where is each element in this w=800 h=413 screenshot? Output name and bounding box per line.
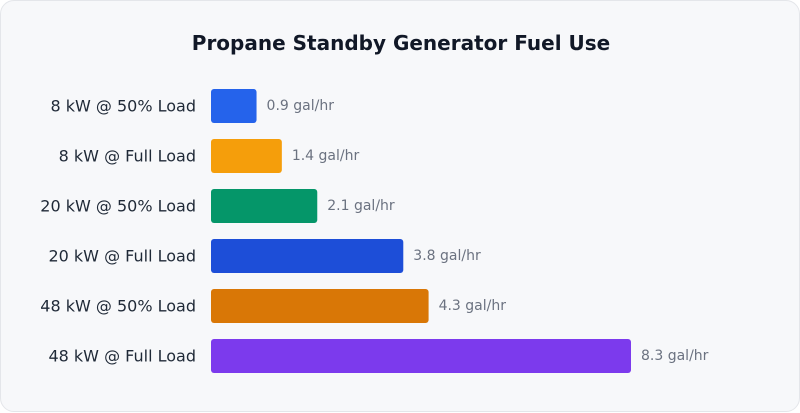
value-label: 1.4 gal/hr	[292, 148, 360, 164]
value-label: 4.3 gal/hr	[439, 298, 507, 314]
bar	[211, 139, 282, 173]
value-label: 2.1 gal/hr	[327, 198, 395, 214]
value-label: 0.9 gal/hr	[267, 98, 335, 114]
bar	[211, 89, 257, 123]
chart-title: Propane Standby Generator Fuel Use	[191, 31, 611, 55]
category-label: 8 kW @ Full Load	[59, 147, 196, 166]
category-label: 20 kW @ Full Load	[48, 247, 196, 266]
category-label: 8 kW @ 50% Load	[50, 97, 196, 116]
bar	[211, 189, 318, 223]
bar	[211, 239, 404, 273]
value-label: 3.8 gal/hr	[413, 248, 481, 264]
bar	[211, 339, 631, 373]
bar	[211, 289, 429, 323]
category-label: 48 kW @ Full Load	[48, 347, 196, 366]
category-label: 48 kW @ 50% Load	[40, 297, 196, 316]
value-label: 8.3 gal/hr	[641, 348, 709, 364]
category-label: 20 kW @ 50% Load	[40, 197, 196, 216]
